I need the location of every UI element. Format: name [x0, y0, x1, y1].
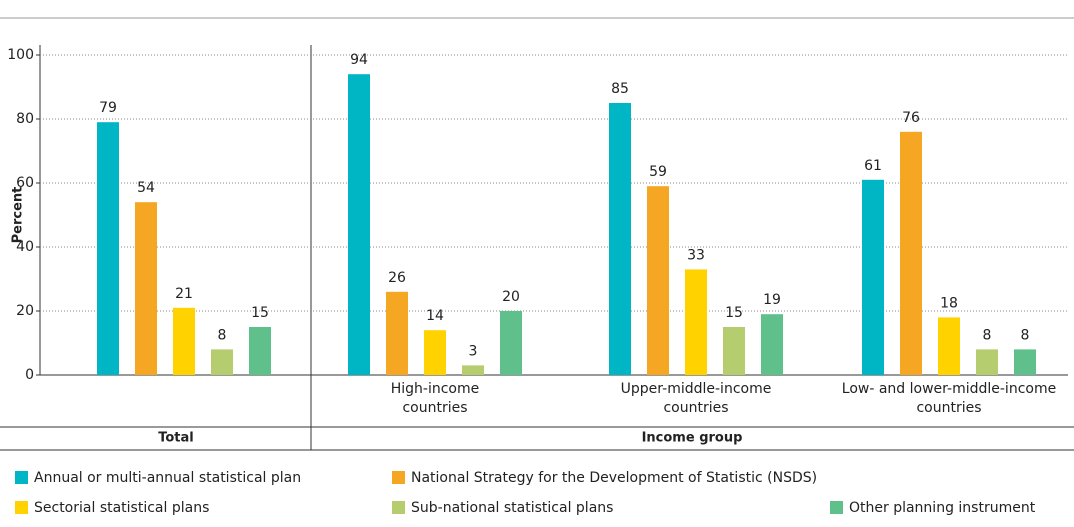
data-label: 15: [725, 305, 743, 321]
y-tick-label: 100: [7, 47, 34, 63]
bar: [135, 202, 157, 375]
data-label: 94: [350, 52, 368, 68]
bar: [647, 186, 669, 375]
data-label: 8: [1021, 327, 1030, 343]
data-label: 19: [763, 292, 781, 308]
legend-swatch: [830, 501, 843, 514]
data-label: 8: [218, 327, 227, 343]
legend-swatch: [392, 471, 405, 484]
bar: [938, 317, 960, 375]
bar: [348, 74, 370, 375]
data-label: 20: [502, 289, 520, 305]
legend-label: Other planning instrument: [849, 500, 1036, 516]
data-label: 21: [175, 286, 193, 302]
bar: [976, 349, 998, 375]
y-axis-label: Percent: [11, 187, 26, 244]
bar: [609, 103, 631, 375]
bar: [900, 131, 922, 375]
data-label: 61: [864, 158, 882, 174]
data-label: 33: [687, 247, 705, 263]
legend-swatch: [15, 471, 28, 484]
y-tick-label: 80: [16, 111, 34, 127]
data-label: 85: [611, 81, 629, 97]
group-label: Income group: [642, 431, 743, 446]
y-tick-label: 40: [16, 239, 34, 255]
bar: [1014, 349, 1036, 375]
legend-swatch: [392, 501, 405, 514]
data-label: 79: [99, 100, 117, 116]
data-label: 14: [426, 308, 444, 324]
data-label: 76: [902, 110, 920, 126]
bar: [97, 122, 119, 375]
data-label: 54: [137, 180, 155, 196]
legend-swatch: [15, 501, 28, 514]
legend-label: Annual or multi-annual statistical plan: [34, 470, 301, 486]
group-label: Total: [158, 431, 194, 446]
bar: [685, 269, 707, 375]
data-label: 26: [388, 270, 406, 286]
y-tick-label: 20: [16, 303, 34, 319]
bar: [462, 365, 484, 375]
bar: [500, 311, 522, 375]
bar: [211, 349, 233, 375]
legend-label: Sectorial statistical plans: [34, 500, 209, 516]
data-label: 59: [649, 164, 667, 180]
y-tick-label: 60: [16, 175, 34, 191]
y-tick-label: 0: [25, 367, 34, 383]
x-tick-label: Upper-middle-income countries: [620, 381, 772, 416]
legend-label: Sub-national statistical plans: [411, 500, 613, 516]
bar: [424, 330, 446, 375]
data-label: 18: [940, 295, 958, 311]
bar: [723, 327, 745, 375]
data-label: 3: [469, 343, 478, 359]
bar: [173, 307, 195, 375]
bar: [862, 179, 884, 375]
bar: [761, 314, 783, 375]
data-label: 8: [983, 327, 992, 343]
x-tick-label: High-income countries: [390, 381, 480, 416]
x-tick-label: Low- and lower-middle-income countries: [841, 381, 1057, 416]
bar: [386, 291, 408, 375]
legend-label: National Strategy for the Development of…: [411, 470, 817, 486]
bar: [249, 327, 271, 375]
data-label: 15: [251, 305, 269, 321]
